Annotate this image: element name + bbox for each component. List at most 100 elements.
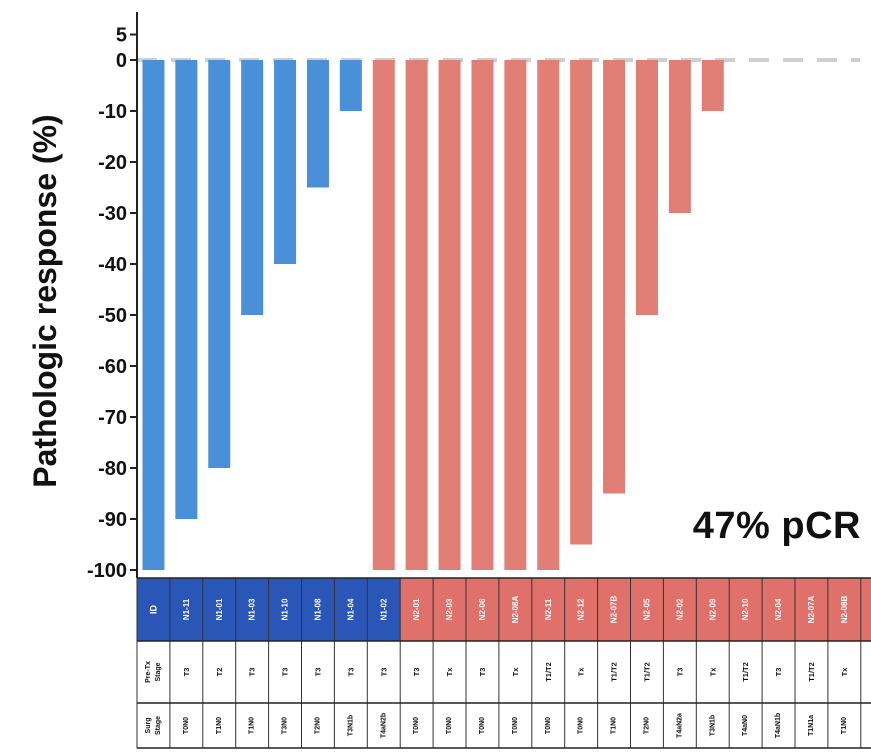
y-tick-label: 5 (116, 25, 127, 47)
table-id-cell (827, 578, 861, 641)
table-id-N1-02: N1-02 (379, 598, 388, 620)
table-id-cell (498, 578, 532, 641)
table-pretx-N1-08: T3 (313, 668, 322, 677)
table-id-N2-03: N2-03 (445, 598, 454, 620)
table-id-cell (860, 578, 871, 641)
y-tick-label: -60 (98, 356, 127, 378)
table-id-cell (729, 578, 763, 641)
table-surg-N2-09: T3N1b (709, 715, 716, 736)
table-pretx-N2-06: T3 (478, 668, 487, 677)
table-id-cell (564, 578, 598, 641)
table-id-N1-11: N1-11 (182, 598, 191, 620)
table-id-N2-12: N2-12 (577, 598, 586, 620)
bar-N1-04 (306, 60, 329, 188)
table-surg-N2-02: T4aN2a (676, 713, 683, 738)
table-row-label-pretx-line2: Stage (155, 662, 162, 681)
bar-N1-03 (208, 60, 231, 468)
bar-N2-07B (570, 60, 593, 545)
table-surg-N2-08B: T1N0 (841, 717, 848, 734)
y-tick-label: -100 (87, 560, 127, 582)
table-pretx-N1-04: T3 (346, 668, 355, 677)
y-tick-label: -90 (98, 509, 127, 531)
table-row-label-surg-line2: Stage (155, 716, 162, 735)
table-pretx-N2-07A: T1/T2 (807, 662, 816, 682)
table-id-N1-01: N1-01 (215, 598, 224, 620)
table-id-cell (235, 578, 269, 641)
bar-N2-11 (504, 60, 527, 570)
bar-N1-02 (339, 60, 362, 111)
table-id-cell (202, 578, 236, 641)
table-id-cell (597, 578, 631, 641)
table-surg-N1-01: T1N0 (216, 717, 223, 734)
table-id-cell (663, 578, 697, 641)
bars-layer (142, 60, 724, 570)
table-pretx-N2-04: T3 (774, 668, 783, 677)
bar-N2-08A (471, 60, 494, 570)
table-id-N2-01: N2-01 (412, 598, 421, 620)
bar-N1-01 (175, 60, 198, 519)
table-id-N1-04: N1-04 (346, 598, 355, 620)
table-id-cell (301, 578, 335, 641)
table-header-label-cell (137, 578, 170, 641)
table-pretx-N2-03: Tx (445, 667, 454, 677)
table-surg-N2-06: T0N0 (479, 717, 486, 734)
bar-N1-10 (241, 60, 264, 315)
table-pretx-N2-10: T1/T2 (741, 662, 750, 682)
table-id-N2-10: N2-10 (741, 598, 750, 620)
bar-N2-10 (701, 60, 724, 111)
table-pretx-N1-10: T3 (281, 668, 290, 677)
bar-N2-09 (668, 60, 691, 213)
table-id-N1-03: N1-03 (248, 598, 257, 620)
table-id-cell (795, 578, 828, 641)
table-id-cell (400, 578, 434, 641)
table-id-N2-07B: N2-07B (610, 596, 619, 624)
table-id-cell (630, 578, 664, 641)
y-tick-label: -10 (98, 101, 127, 123)
table-pretx-N1-11: T3 (182, 668, 191, 677)
bar-N2-02 (635, 60, 658, 315)
pcr-annotation: 47% pCR (692, 505, 861, 547)
table-id-cell (433, 578, 466, 641)
table-pretx-N1-03: T3 (248, 668, 257, 677)
table-pretx-N2-12: Tx (577, 667, 586, 677)
bar-N2-05 (603, 60, 626, 494)
table-body (136, 640, 871, 749)
table-surg-N2-01: T0N0 (413, 717, 420, 734)
table-row-label-pretx-line1: Pre-Tx (145, 661, 152, 683)
table-pretx-N2-02: T3 (675, 668, 684, 677)
table-surg-N1-11: T0N0 (183, 717, 190, 734)
table-surg-N2-07A: T1N1a (808, 715, 815, 736)
table-id-cell (334, 578, 368, 641)
table-surg-N1-03: T1N0 (249, 717, 256, 734)
y-axis-title: Pathologic response (%) (27, 114, 63, 488)
table-surg-N2-11: T0N0 (545, 717, 552, 734)
table-id-cell (696, 578, 730, 641)
table-pretx-N2-08B: Tx (840, 667, 849, 677)
y-tick-label: -40 (98, 254, 127, 276)
bar-N2-12 (537, 60, 560, 570)
y-axis: 5 0 -10 -20 -30 -40 -50 -60 -70 -80 -90 -100 (87, 12, 138, 582)
bar-N2-06 (438, 60, 461, 570)
table-pretx-N2-09: Tx (708, 667, 717, 677)
table-pretx-N2-05: T1/T2 (642, 662, 651, 682)
table-id-cell (531, 578, 565, 641)
table-id-cell (367, 578, 401, 641)
table-surg-N1-10: T3N0 (282, 717, 289, 734)
table-surg-N2-05: T2N0 (643, 717, 650, 734)
y-tick-label: -30 (98, 203, 127, 225)
table-id-cell (268, 578, 302, 641)
table-id-N2-07A: N2-07A (807, 596, 816, 624)
table-pretx-N2-11: T1/T2 (544, 662, 553, 682)
table-id-N2-08B: N2-08B (840, 596, 849, 624)
bar-N1-08 (274, 60, 297, 264)
table-pretx-N2-01: T3 (412, 668, 421, 677)
y-tick-label: -80 (98, 458, 127, 480)
table-id-cell (169, 578, 203, 641)
table-row-label-surg-line1: Surg (145, 718, 152, 734)
bar-N2-03 (405, 60, 428, 570)
table-surg-N2-07B: T1N0 (611, 717, 618, 734)
y-tick-label: 0 (116, 50, 127, 72)
table-id-N1-10: N1-10 (281, 598, 290, 620)
